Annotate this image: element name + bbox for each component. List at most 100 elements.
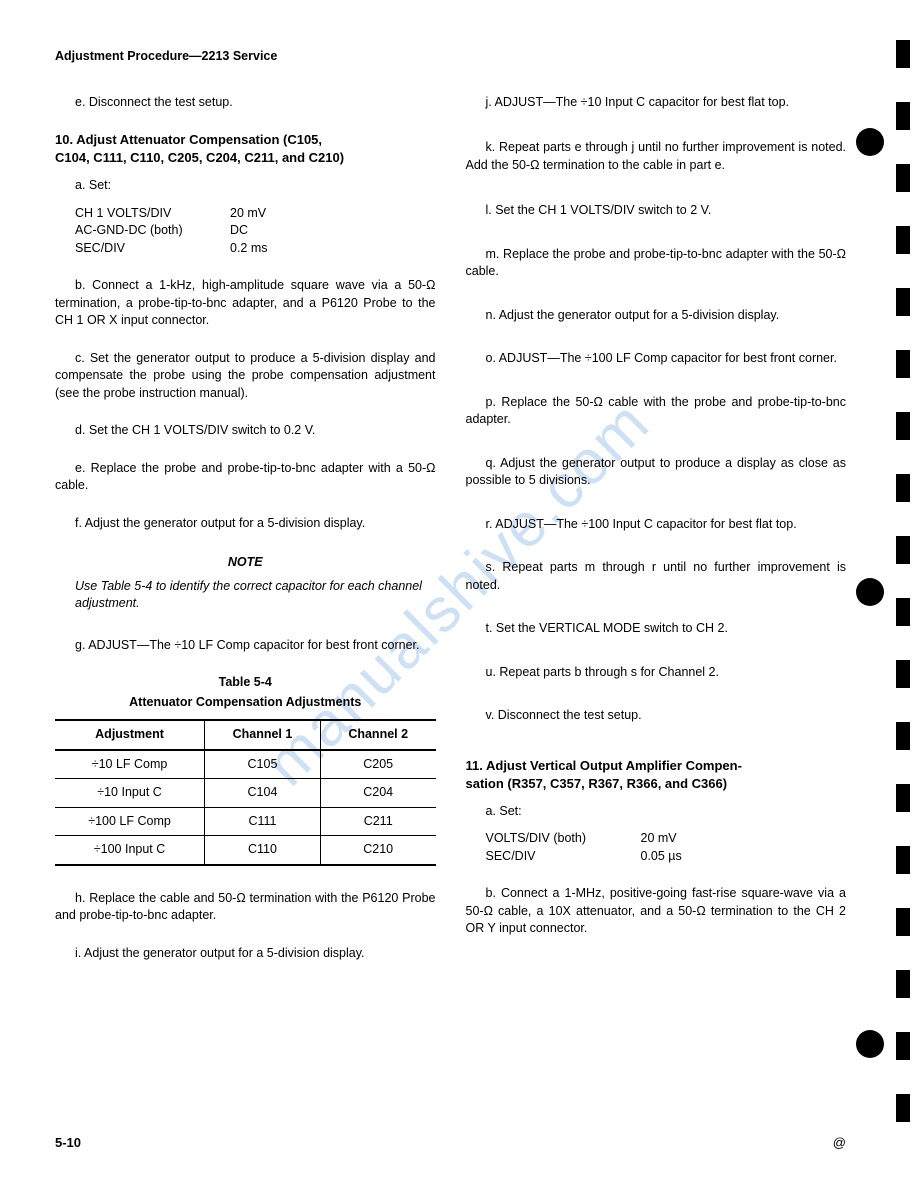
hole-punch-icon — [856, 1030, 884, 1058]
page-content: Adjustment Procedure—2213 Service e. Dis… — [55, 48, 846, 982]
binder-mark-icon — [896, 784, 910, 812]
table-cell: C111 — [205, 807, 321, 836]
table-cell: C211 — [320, 807, 435, 836]
step-r-adjust: r. ADJUST—The ÷100 Input C capacitor for… — [466, 516, 847, 534]
step-e-disconnect: e. Disconnect the test setup. — [55, 94, 436, 112]
step-q-adjust: q. Adjust the generator output to produc… — [466, 455, 847, 490]
step-p-replace: p. Replace the 50-Ω cable with the probe… — [466, 394, 847, 429]
binder-mark-icon — [896, 722, 910, 750]
binder-marks — [896, 40, 910, 1122]
note-heading: NOTE — [55, 554, 436, 572]
table-cell: C105 — [205, 750, 321, 779]
step-l-set: l. Set the CH 1 VOLTS/DIV switch to 2 V. — [466, 202, 847, 220]
section-11-title-line1: 11. Adjust Vertical Output Amplifier Com… — [466, 758, 742, 773]
attenuator-table: Adjustment Channel 1 Channel 2 ÷10 LF Co… — [55, 719, 436, 866]
binder-mark-icon — [896, 474, 910, 502]
step-j-adjust: j. ADJUST—The ÷10 Input C capacitor for … — [466, 94, 847, 112]
step-i-adjust: i. Adjust the generator output for a 5-d… — [55, 945, 436, 963]
left-column: e. Disconnect the test setup. 10. Adjust… — [55, 94, 436, 983]
step-g-adjust: g. ADJUST—The ÷10 LF Comp capacitor for … — [55, 637, 436, 655]
binder-mark-icon — [896, 846, 910, 874]
binder-mark-icon — [896, 1032, 910, 1060]
setting-label: SEC/DIV — [75, 240, 230, 258]
note-text: Use Table 5-4 to identify the correct ca… — [55, 578, 436, 613]
step-o-adjust: o. ADJUST—The ÷100 LF Comp capacitor for… — [466, 350, 847, 368]
table-row: ÷10 LF Comp C105 C205 — [55, 750, 436, 779]
setting-row: CH 1 VOLTS/DIV 20 mV — [55, 205, 436, 223]
table-cell: C204 — [320, 779, 435, 808]
table-row: ÷100 Input C C110 C210 — [55, 836, 436, 865]
page-footer: 5-10 @ — [55, 1134, 846, 1152]
section-11-title: 11. Adjust Vertical Output Amplifier Com… — [466, 757, 847, 793]
table-cell: ÷10 Input C — [55, 779, 205, 808]
page-number: 5-10 — [55, 1134, 81, 1152]
step-k-repeat: k. Repeat parts e through j until no fur… — [466, 139, 847, 174]
section-10-title-line2: C104, C111, C110, C205, C204, C211, and … — [55, 150, 344, 165]
step-b-connect: b. Connect a 1-kHz, high-amplitude squar… — [55, 277, 436, 330]
setting-value: 20 mV — [641, 830, 677, 848]
step-h-replace-cable: h. Replace the cable and 50-Ω terminatio… — [55, 890, 436, 925]
binder-mark-icon — [896, 288, 910, 316]
table-title: Table 5-4 — [55, 674, 436, 692]
binder-mark-icon — [896, 660, 910, 688]
setting-label: CH 1 VOLTS/DIV — [75, 205, 230, 223]
section-10-title-line1: 10. Adjust Attenuator Compensation (C105… — [55, 132, 322, 147]
setting-label: AC-GND-DC (both) — [75, 222, 230, 240]
settings-block-2: VOLTS/DIV (both) 20 mV SEC/DIV 0.05 µs — [466, 830, 847, 865]
binder-mark-icon — [896, 412, 910, 440]
step-v-disconnect: v. Disconnect the test setup. — [466, 707, 847, 725]
step-m-replace: m. Replace the probe and probe-tip-to-bn… — [466, 246, 847, 281]
binder-mark-icon — [896, 1094, 910, 1122]
table-cell: ÷10 LF Comp — [55, 750, 205, 779]
step-n-adjust: n. Adjust the generator output for a 5-d… — [466, 307, 847, 325]
binder-mark-icon — [896, 536, 910, 564]
setting-value: 0.05 µs — [641, 848, 682, 866]
step-f-adjust: f. Adjust the generator output for a 5-d… — [55, 515, 436, 533]
binder-mark-icon — [896, 226, 910, 254]
binder-mark-icon — [896, 40, 910, 68]
table-cell: C104 — [205, 779, 321, 808]
step-u-repeat: u. Repeat parts b through s for Channel … — [466, 664, 847, 682]
table-subtitle: Attenuator Compensation Adjustments — [55, 694, 436, 712]
step-a-set: a. Set: — [55, 177, 436, 195]
settings-block-1: CH 1 VOLTS/DIV 20 mV AC-GND-DC (both) DC… — [55, 205, 436, 258]
setting-value: DC — [230, 222, 248, 240]
revision-mark: @ — [833, 1134, 846, 1152]
two-column-layout: e. Disconnect the test setup. 10. Adjust… — [55, 94, 846, 983]
table-row: ÷100 LF Comp C111 C211 — [55, 807, 436, 836]
step-b-connect-2: b. Connect a 1-MHz, positive-going fast-… — [466, 885, 847, 938]
binder-mark-icon — [896, 970, 910, 998]
right-column: j. ADJUST—The ÷10 Input C capacitor for … — [466, 94, 847, 983]
step-t-vertical: t. Set the VERTICAL MODE switch to CH 2. — [466, 620, 847, 638]
table-cell: C110 — [205, 836, 321, 865]
setting-label: SEC/DIV — [486, 848, 641, 866]
setting-row: AC-GND-DC (both) DC — [55, 222, 436, 240]
table-header: Channel 2 — [320, 720, 435, 750]
binder-mark-icon — [896, 102, 910, 130]
table-cell: ÷100 Input C — [55, 836, 205, 865]
table-header: Channel 1 — [205, 720, 321, 750]
binder-mark-icon — [896, 350, 910, 378]
binder-mark-icon — [896, 908, 910, 936]
hole-punch-icon — [856, 128, 884, 156]
table-cell: C210 — [320, 836, 435, 865]
setting-value: 20 mV — [230, 205, 266, 223]
setting-row: VOLTS/DIV (both) 20 mV — [466, 830, 847, 848]
table-row: ÷10 Input C C104 C204 — [55, 779, 436, 808]
setting-row: SEC/DIV 0.05 µs — [466, 848, 847, 866]
hole-punch-icon — [856, 578, 884, 606]
step-s-repeat: s. Repeat parts m through r until no fur… — [466, 559, 847, 594]
binder-mark-icon — [896, 164, 910, 192]
step-a-set-2: a. Set: — [466, 803, 847, 821]
table-cell: C205 — [320, 750, 435, 779]
table-header: Adjustment — [55, 720, 205, 750]
setting-label: VOLTS/DIV (both) — [486, 830, 641, 848]
setting-row: SEC/DIV 0.2 ms — [55, 240, 436, 258]
section-11-title-line2: sation (R357, C357, R367, R366, and C366… — [466, 776, 728, 791]
step-e-replace: e. Replace the probe and probe-tip-to-bn… — [55, 460, 436, 495]
table-cell: ÷100 LF Comp — [55, 807, 205, 836]
page-header: Adjustment Procedure—2213 Service — [55, 48, 846, 66]
step-c-generator: c. Set the generator output to produce a… — [55, 350, 436, 403]
binder-mark-icon — [896, 598, 910, 626]
setting-value: 0.2 ms — [230, 240, 268, 258]
